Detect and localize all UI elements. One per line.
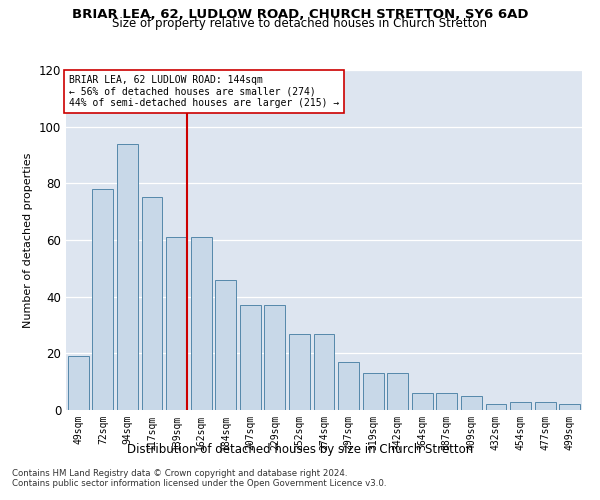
Bar [92,189,113,410]
Text: Contains public sector information licensed under the Open Government Licence v3: Contains public sector information licen… [12,478,386,488]
Bar [485,404,506,410]
Y-axis label: Number of detached properties: Number of detached properties [23,152,33,328]
Text: Distribution of detached houses by size in Church Stretton: Distribution of detached houses by size … [127,442,473,456]
Bar [191,237,212,410]
Bar [117,144,138,410]
Bar [338,362,359,410]
Bar [387,373,408,410]
Text: BRIAR LEA, 62 LUDLOW ROAD: 144sqm
← 56% of detached houses are smaller (274)
44%: BRIAR LEA, 62 LUDLOW ROAD: 144sqm ← 56% … [68,75,339,108]
Bar [166,237,187,410]
Bar [240,305,261,410]
Text: Size of property relative to detached houses in Church Stretton: Size of property relative to detached ho… [113,18,487,30]
Bar [559,404,580,410]
Text: BRIAR LEA, 62, LUDLOW ROAD, CHURCH STRETTON, SY6 6AD: BRIAR LEA, 62, LUDLOW ROAD, CHURCH STRET… [72,8,528,20]
Bar [461,396,482,410]
Bar [362,373,383,410]
Text: Contains HM Land Registry data © Crown copyright and database right 2024.: Contains HM Land Registry data © Crown c… [12,468,347,477]
Bar [510,402,531,410]
Bar [215,280,236,410]
Bar [535,402,556,410]
Bar [436,393,457,410]
Bar [289,334,310,410]
Bar [314,334,334,410]
Bar [412,393,433,410]
Bar [68,356,89,410]
Bar [265,305,286,410]
Bar [142,198,163,410]
